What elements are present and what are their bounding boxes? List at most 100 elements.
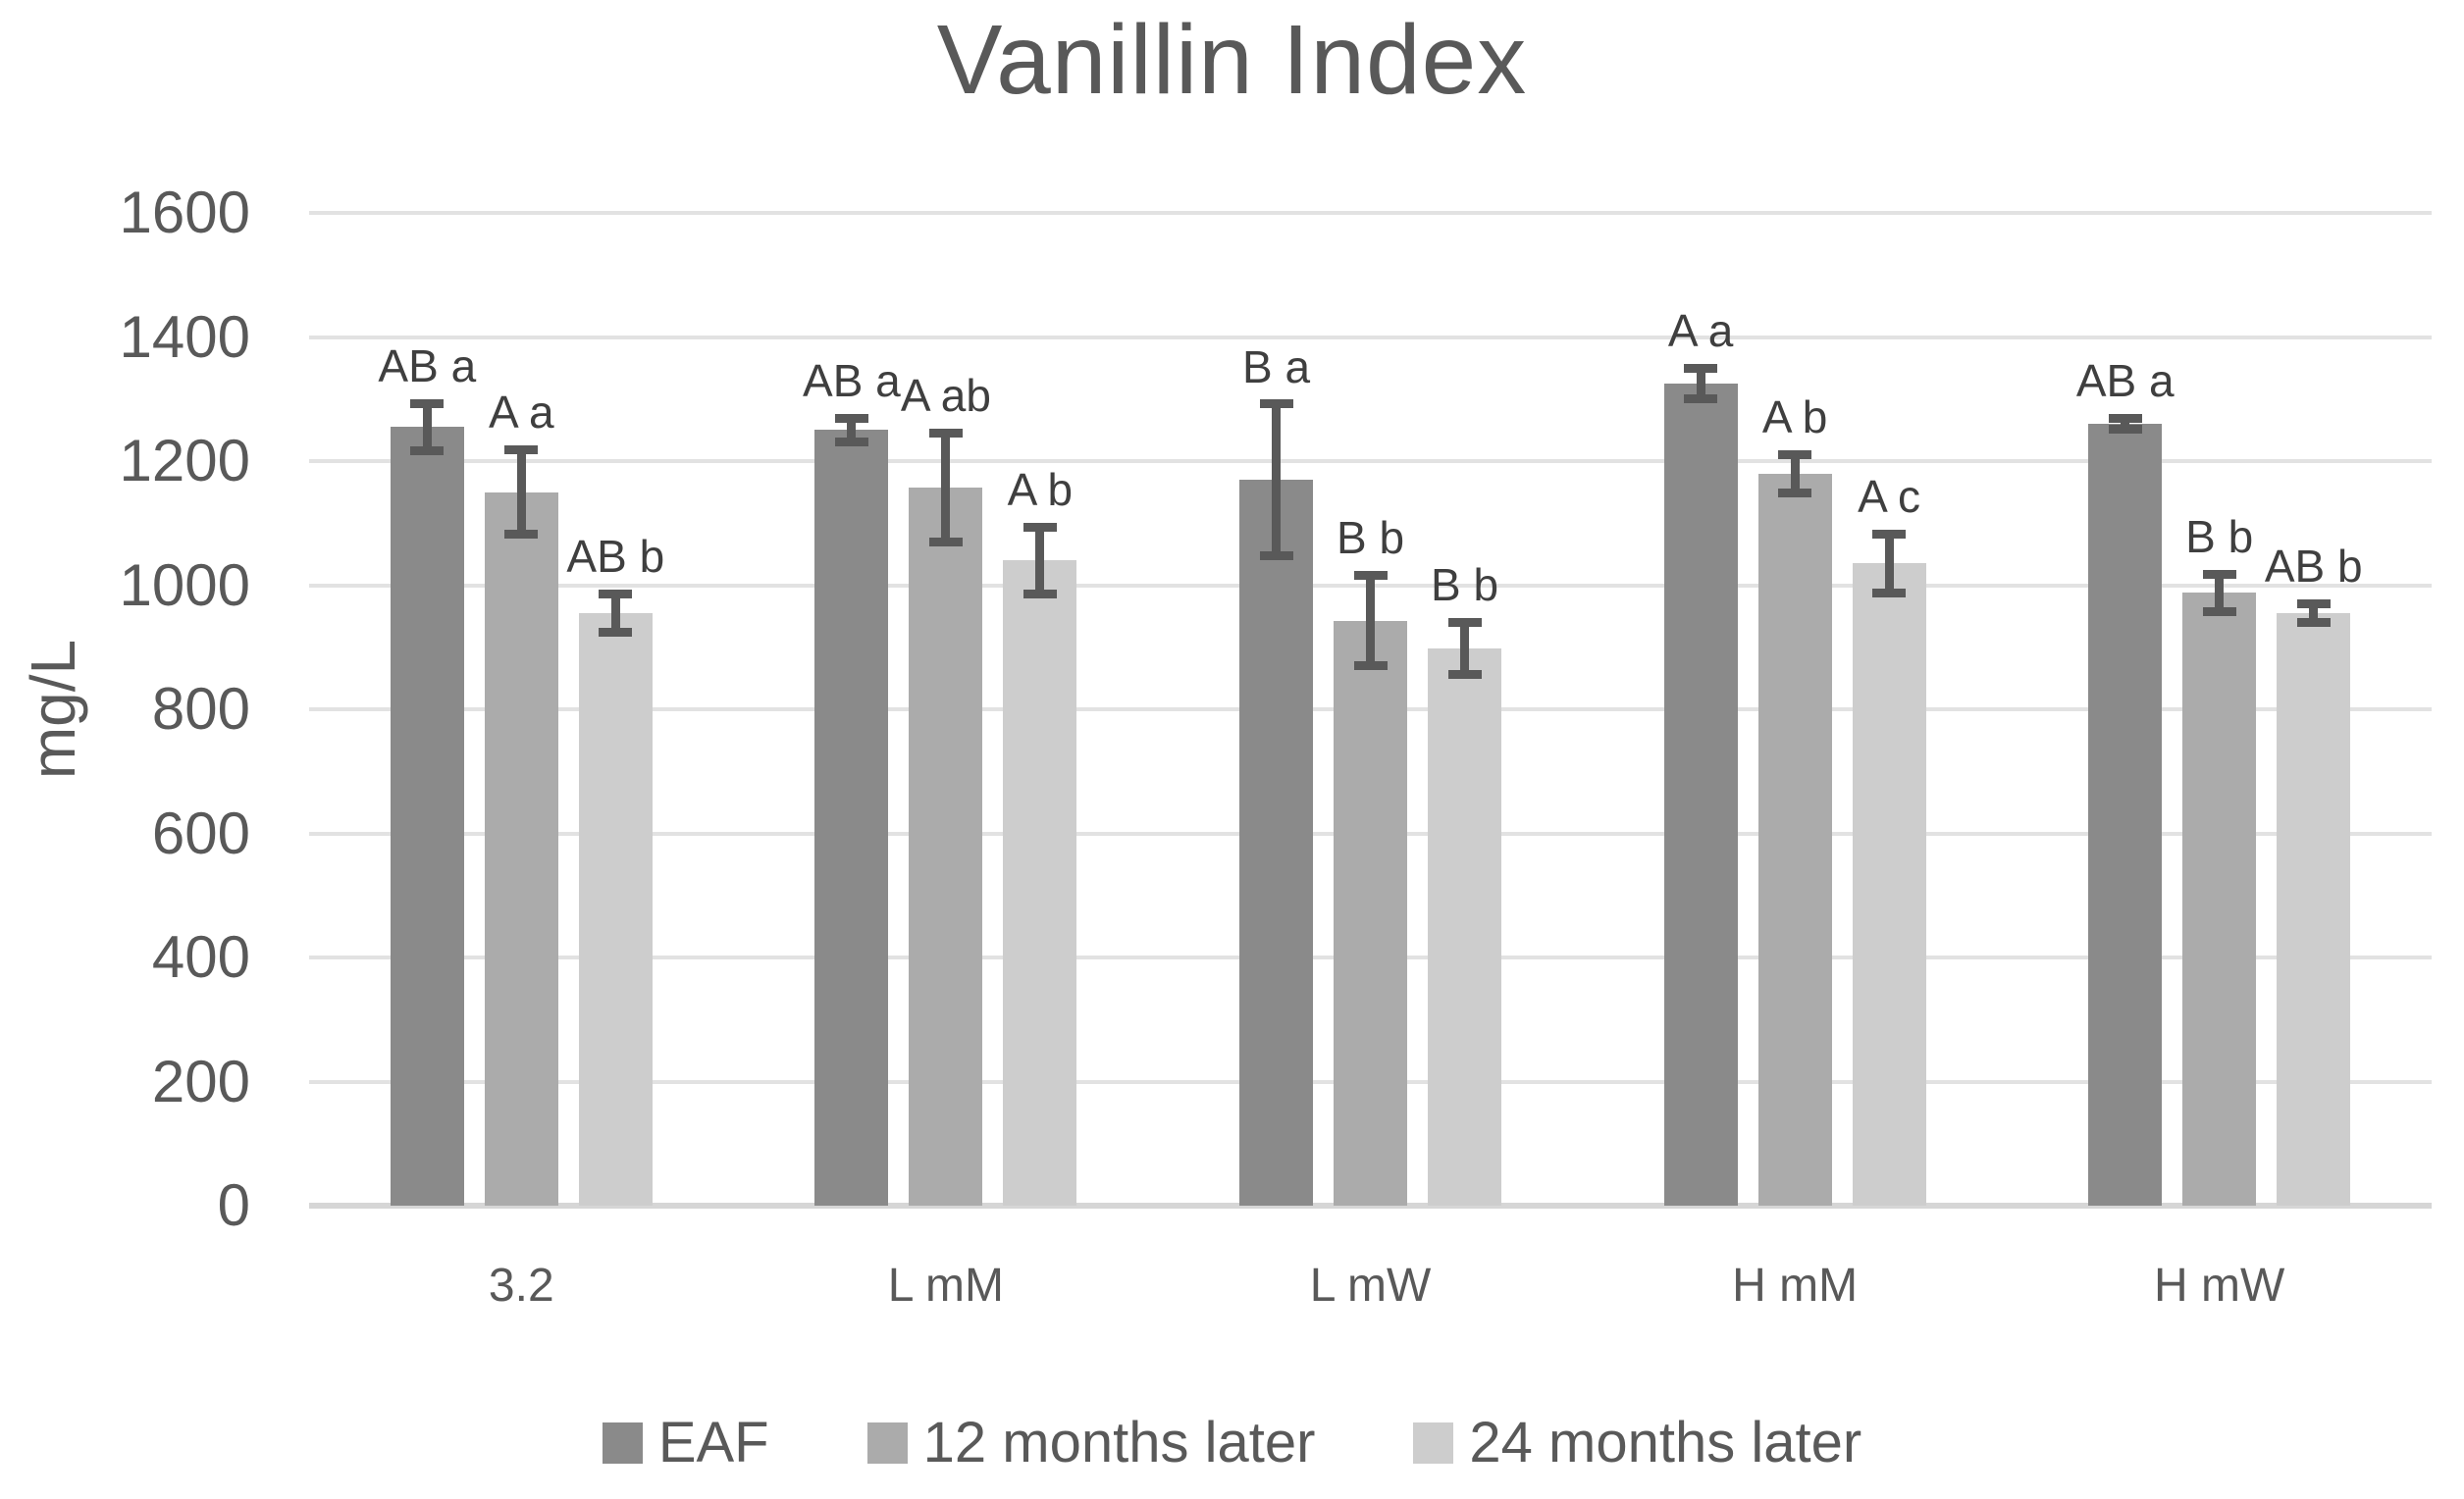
error-bar	[1884, 534, 1894, 594]
category-label: H mM	[1732, 1260, 1859, 1312]
error-bar-cap	[1447, 617, 1482, 627]
error-bar-cap	[2202, 569, 2236, 579]
error-bar-cap	[1353, 661, 1388, 671]
error-bar-cap	[1259, 550, 1293, 560]
error-bar-cap	[1022, 589, 1057, 598]
error-bar-cap	[928, 429, 963, 439]
error-bar-cap	[1022, 522, 1057, 532]
bar	[2182, 593, 2257, 1206]
error-bar-cap	[928, 538, 963, 547]
y-tick-label: 800	[151, 676, 250, 742]
category-label: H mW	[2154, 1260, 2285, 1312]
error-bar-cap	[2296, 598, 2331, 608]
legend-item: EAF	[602, 1410, 769, 1475]
y-tick-label: 200	[151, 1048, 250, 1114]
error-bar-cap	[1259, 399, 1293, 409]
bar	[390, 427, 464, 1206]
error-bar-cap	[1684, 364, 1718, 374]
category-label: 3.2	[488, 1260, 554, 1312]
error-bar	[610, 594, 620, 633]
bar	[1852, 563, 1926, 1206]
significance-label: AB b	[566, 531, 665, 583]
bar	[1428, 648, 1501, 1206]
error-bar	[1696, 368, 1705, 399]
x-axis-line	[309, 1203, 2432, 1209]
significance-label: AB a	[2075, 355, 2175, 407]
bar	[2277, 612, 2351, 1206]
bar	[1334, 620, 1407, 1206]
bar	[909, 488, 983, 1206]
error-bar-cap	[2296, 617, 2331, 627]
error-bar-cap	[1684, 393, 1718, 403]
error-bar	[2121, 418, 2130, 430]
bar	[484, 491, 558, 1206]
significance-label: A b	[1007, 463, 1074, 515]
bar	[1663, 383, 1738, 1206]
error-bar-cap	[410, 445, 445, 455]
y-tick-label: 1000	[119, 551, 250, 618]
significance-label: A a	[1667, 305, 1734, 357]
error-bar-cap	[2202, 606, 2236, 616]
significance-label: B b	[1336, 512, 1405, 564]
error-bar-cap	[599, 628, 633, 638]
gridline	[309, 211, 2432, 215]
error-bar-cap	[1778, 449, 1812, 459]
significance-label: B b	[1430, 559, 1499, 611]
error-bar-cap	[410, 398, 445, 408]
error-bar	[1366, 575, 1375, 666]
error-bar-cap	[1778, 488, 1812, 497]
category-label: L mM	[887, 1260, 1004, 1312]
error-bar	[847, 418, 857, 442]
chart-title: Vanillin Index	[936, 5, 1528, 115]
significance-label: AB a	[378, 339, 477, 391]
legend-label: EAF	[657, 1411, 769, 1474]
error-bar	[1035, 527, 1045, 594]
y-tick-label: 600	[151, 800, 250, 866]
error-bar-cap	[599, 589, 633, 598]
bar	[1239, 479, 1313, 1206]
legend-marker-icon	[1413, 1421, 1454, 1464]
bar	[2088, 424, 2163, 1206]
error-bar	[2215, 574, 2225, 612]
gridline	[309, 459, 2432, 463]
gridline	[309, 335, 2432, 339]
legend-item: 24 months later	[1413, 1410, 1861, 1475]
significance-label: B b	[2185, 510, 2254, 562]
legend-marker-icon	[602, 1421, 643, 1464]
legend-label: 12 months later	[922, 1411, 1316, 1474]
significance-label: A ab	[900, 370, 991, 422]
error-bar	[1460, 622, 1469, 675]
error-bar-cap	[1872, 589, 1907, 598]
error-bar	[422, 403, 432, 451]
legend-item: 12 months later	[866, 1410, 1316, 1475]
significance-label: A a	[489, 387, 554, 439]
error-bar-cap	[1447, 670, 1482, 680]
error-bar	[1790, 454, 1800, 493]
error-bar-cap	[834, 413, 868, 423]
legend-marker-icon	[866, 1421, 908, 1464]
y-tick-label: 0	[217, 1172, 250, 1238]
significance-label: AB b	[2264, 541, 2363, 593]
error-bar-cap	[1353, 570, 1388, 580]
bar	[1003, 560, 1077, 1206]
error-bar-cap	[504, 445, 539, 455]
error-bar	[941, 433, 951, 543]
y-tick-label: 400	[151, 924, 250, 990]
significance-label: AB a	[803, 355, 901, 407]
error-bar	[1272, 403, 1281, 556]
error-bar-cap	[2108, 425, 2142, 435]
legend-label: 24 months later	[1469, 1411, 1862, 1474]
error-bar-cap	[504, 530, 539, 540]
y-tick-label: 1600	[119, 180, 250, 245]
y-tick-label: 1200	[119, 428, 250, 493]
category-label: L mW	[1309, 1260, 1432, 1312]
y-tick-label: 1400	[119, 303, 250, 370]
error-bar-cap	[2108, 413, 2142, 423]
error-bar	[516, 449, 526, 535]
significance-label: A b	[1761, 390, 1828, 442]
significance-label: A c	[1858, 470, 1921, 522]
significance-label: B a	[1241, 340, 1311, 392]
bar	[578, 612, 653, 1206]
